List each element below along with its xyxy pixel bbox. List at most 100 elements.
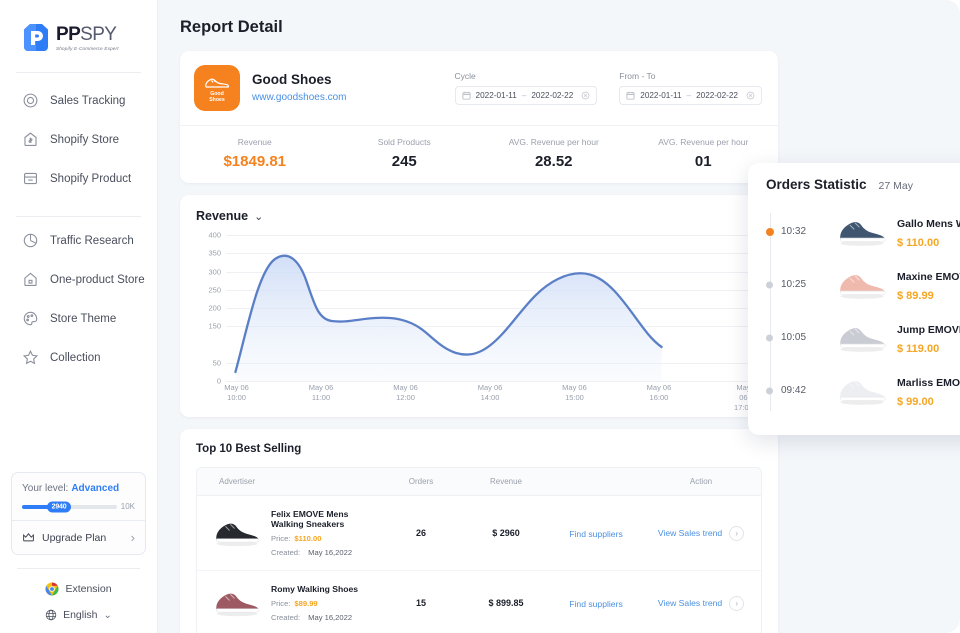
chart-x-tick-label: May 06 15:00 xyxy=(562,383,587,402)
table-row[interactable]: Romy Walking Shoes Price: $89.99 Created: Ma… xyxy=(197,571,761,633)
sidebar-item-sales-tracking[interactable]: Sales Tracking xyxy=(0,81,157,120)
view-sales-trend-link[interactable]: View Sales trend xyxy=(657,598,723,608)
clear-icon[interactable] xyxy=(746,91,755,100)
product-logo-line2: Shoes xyxy=(209,96,225,103)
stat-value: 28.52 xyxy=(534,153,573,170)
stat-avg-revenue-hour: AVG. Revenue per hour 28.52 xyxy=(479,137,629,170)
home-icon xyxy=(24,272,37,287)
calendar-icon xyxy=(462,91,471,100)
column-header-action: Action xyxy=(689,477,713,486)
product-thumbnail xyxy=(211,514,263,552)
shoe-thumbnail-icon xyxy=(840,274,886,299)
advertiser-meta: Felix EMOVE Mens Walking Sneakers Price: $… xyxy=(271,509,381,557)
range-to: 2022-02-22 xyxy=(696,91,738,100)
orders-panel-date: 27 May xyxy=(878,180,913,192)
revenue-cell: $ 2960 xyxy=(492,528,520,538)
cycle-filter: Cycle 2022-01-11 – 2022-02-22 xyxy=(454,71,598,105)
chart-x-tick-label: May 06 12:00 xyxy=(393,383,418,402)
chart-y-tick-label: 300 xyxy=(208,267,221,276)
cycle-date-picker[interactable]: 2022-01-11 – 2022-02-22 xyxy=(454,86,598,105)
sidebar-divider-bottom xyxy=(17,568,140,569)
sidebar-item-label: Shopify Product xyxy=(50,172,132,185)
language-label: English xyxy=(63,609,98,621)
range-label: From - To xyxy=(619,71,656,81)
chevron-down-icon: ⌄ xyxy=(103,609,112,621)
advertiser-price-row: Price: $89.99 xyxy=(271,599,318,608)
chevron-down-icon[interactable]: ⌄ xyxy=(254,210,264,223)
cycle-from: 2022-01-11 xyxy=(475,91,517,100)
logo-title: PPSPY xyxy=(56,25,119,44)
row-expand-button[interactable]: › xyxy=(729,595,745,611)
clear-icon[interactable] xyxy=(581,91,590,100)
sidebar-item-store-theme[interactable]: Store Theme xyxy=(0,299,157,338)
stat-revenue: Revenue $1849.81 xyxy=(180,137,330,170)
progress-bar[interactable]: 2940 xyxy=(22,501,117,512)
product-url-link[interactable]: www.goodshoes.com xyxy=(252,91,347,103)
chevron-right-icon: › xyxy=(130,530,135,545)
level-value: Advanced xyxy=(71,483,120,494)
shoe-thumbnail-icon xyxy=(840,327,886,352)
order-list-item[interactable]: 09:42 Marliss EMOVE Walking $ 99.00 xyxy=(748,364,960,417)
order-list-item[interactable]: 10:05 Jump EMOVE mens walking s… $ 119.00 xyxy=(748,311,960,364)
sidebar-divider-mid xyxy=(16,216,141,217)
main-content: Report Detail Good Shoes Good Shoes www.… xyxy=(158,0,960,633)
extension-link[interactable]: Extension xyxy=(11,582,146,596)
sidebar-footer: Your level: Advanced 2940 10K Upgrade xyxy=(0,472,157,633)
upgrade-plan-label: Upgrade Plan xyxy=(42,531,107,544)
app-logo[interactable]: PPSPY Shopify E-Commerce Expert xyxy=(0,0,157,54)
order-meta: Jump EMOVE mens walking s… $ 119.00 xyxy=(897,320,960,355)
stat-sold-products: Sold Products 245 xyxy=(330,137,480,170)
orders-cell: 26 xyxy=(415,528,426,538)
advertiser-product-name: Romy Walking Shoes xyxy=(271,584,359,594)
product-logo-text: Good Shoes xyxy=(209,91,225,103)
column-header-spacer xyxy=(551,477,641,486)
find-suppliers-link[interactable]: Find suppliers xyxy=(569,529,623,539)
level-text: Your level: Advanced xyxy=(22,483,135,494)
chart-header[interactable]: Revenue ⌄ xyxy=(196,209,762,223)
order-time: 10:05 xyxy=(781,332,807,343)
stat-label: AVG. Revenue per hour xyxy=(658,137,749,147)
sidebar-item-label: Sales Tracking xyxy=(50,94,126,107)
sidebar-item-shopify-product[interactable]: Shopify Product xyxy=(0,159,157,198)
chart-y-tick-label: 350 xyxy=(208,248,221,258)
revenue-line-chart xyxy=(226,235,754,381)
upgrade-plan-button[interactable]: Upgrade Plan › xyxy=(12,520,145,554)
sidebar-item-label: One-product Store xyxy=(50,273,145,286)
range-from: 2022-01-11 xyxy=(640,91,682,100)
order-list-item[interactable]: 10:25 Maxine EMOVE Walking $ 89.99 xyxy=(748,258,960,311)
order-timeline-dot xyxy=(766,281,773,288)
view-sales-trend-link[interactable]: View Sales trend xyxy=(657,528,723,538)
logo-pp: PP xyxy=(56,24,81,45)
table-header-row: Advertiser Orders Revenue Action xyxy=(197,468,761,496)
orders-list: 10:32 Gallo Mens Walking Sneakers… $ 110.0… xyxy=(748,205,960,417)
language-selector[interactable]: English ⌄ xyxy=(11,609,146,621)
chart-y-tick-label: 200 xyxy=(208,303,221,313)
chart-y-tick-label: 250 xyxy=(208,285,221,295)
order-meta: Marliss EMOVE Walking $ 99.00 xyxy=(897,373,960,408)
logo-tagline: Shopify E-Commerce Expert xyxy=(56,46,119,51)
range-filter: From - To 2022-01-11 – 2022-02-22 xyxy=(619,71,762,105)
top-selling-title: Top 10 Best Selling xyxy=(196,443,302,455)
find-suppliers-link[interactable]: Find suppliers xyxy=(569,599,623,609)
range-date-picker[interactable]: 2022-01-11 – 2022-02-22 xyxy=(619,86,762,105)
table-row[interactable]: Felix EMOVE Mens Walking Sneakers Price: $… xyxy=(197,496,761,571)
chart-y-tick-label: 0 xyxy=(216,376,221,386)
order-list-item[interactable]: 10:32 Gallo Mens Walking Sneakers… $ 110.0… xyxy=(748,205,960,258)
sidebar-item-shopify-store[interactable]: Shopify Store xyxy=(0,120,157,159)
sidebar-item-traffic-research[interactable]: Traffic Research xyxy=(0,221,157,260)
sidebar-item-collection[interactable]: Collection xyxy=(0,338,157,377)
order-thumbnail xyxy=(835,371,889,411)
sidebar-item-label: Collection xyxy=(50,351,101,364)
level-progress-row: 2940 10K xyxy=(22,501,135,512)
advertiser-created: May 16,2022 xyxy=(308,548,353,557)
orders-statistic-panel: Orders Statistic 27 May 10:32 Gallo Mens … xyxy=(748,163,960,435)
chart-title: Revenue xyxy=(196,209,249,223)
sidebar-item-one-product-store[interactable]: One-product Store xyxy=(0,260,157,299)
order-time: 09:42 xyxy=(781,385,807,396)
row-expand-button[interactable]: › xyxy=(729,525,745,541)
cycle-separator: – xyxy=(521,91,527,100)
order-meta: Maxine EMOVE Walking $ 89.99 xyxy=(897,267,960,302)
advertiser-created-row: Created: May 16,2022 xyxy=(271,613,353,622)
stat-label: Sold Products xyxy=(377,137,431,147)
order-thumbnail xyxy=(835,212,889,252)
